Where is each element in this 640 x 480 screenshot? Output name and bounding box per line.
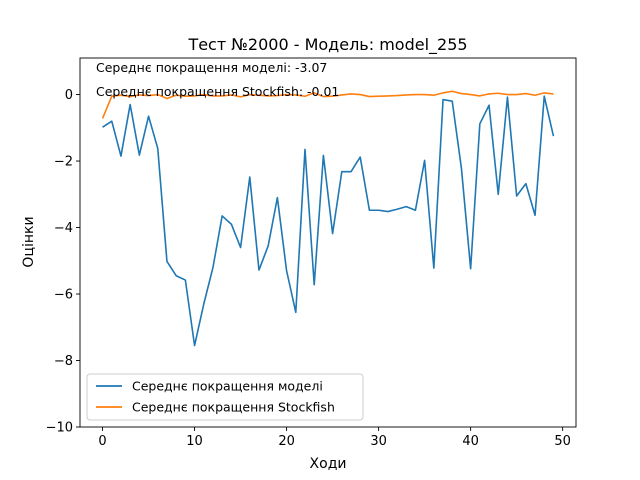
series-line-1	[102, 95, 555, 347]
x-tick-label: 20	[278, 434, 295, 449]
legend-box	[86, 373, 364, 421]
x-tick-label: 0	[98, 434, 106, 449]
x-tick-label: 50	[554, 434, 571, 449]
y-axis-label: Оцінки	[21, 216, 37, 267]
y-tick-label: 0	[65, 88, 73, 103]
y-tick-label: −10	[46, 421, 73, 436]
annotation-text: Середнє покращення моделі: -3.07	[96, 60, 327, 75]
x-tick-label: 40	[462, 434, 479, 449]
x-tick-label: 30	[370, 434, 387, 449]
axes-frame	[79, 57, 577, 428]
y-tick-label: −4	[54, 221, 73, 236]
legend-label-2: Середнє покращення Stockfish	[132, 400, 335, 415]
series-line-2	[101, 90, 554, 119]
y-tick-label: −6	[54, 288, 73, 303]
legend-label-1: Середнє покращення моделі	[132, 379, 323, 394]
chart-title: Тест №2000 - Модель: model_255	[187, 35, 467, 55]
x-tick-label: 10	[186, 434, 203, 449]
plot-area: 0 10 20 30 40 50 0 −2 −4 −6 −8 −10 Середнє покращенн…	[46, 57, 577, 449]
annotation-text: Середнє покращення Stockfish: -0.01	[96, 84, 339, 99]
y-tick-label: −8	[54, 354, 73, 369]
x-axis-label: Ходи	[310, 456, 347, 472]
y-tick-label: −2	[54, 155, 73, 170]
